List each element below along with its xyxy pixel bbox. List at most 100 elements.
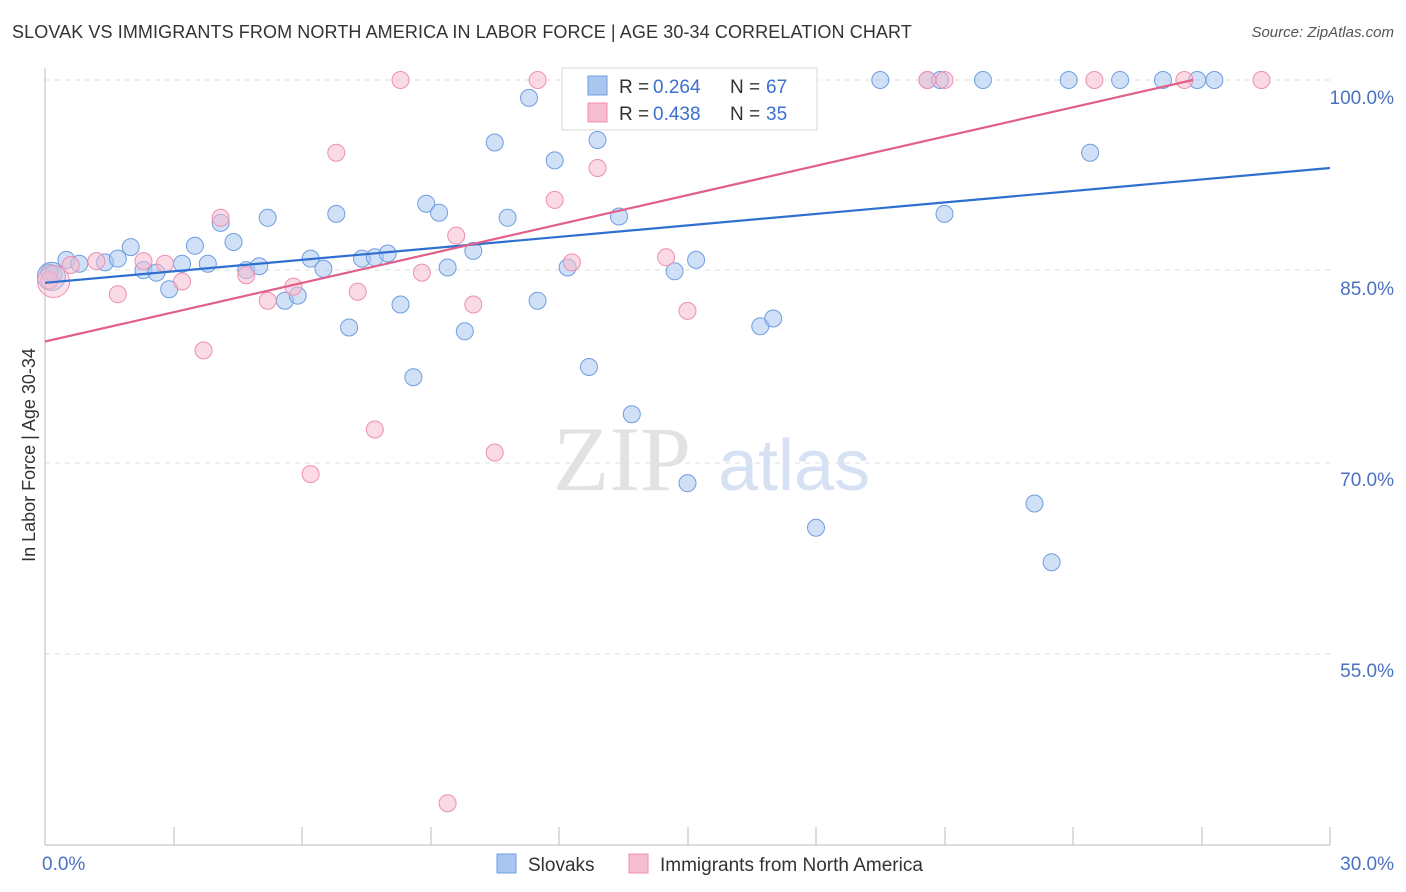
slovaks-point-28 [417,194,436,213]
slovaks-point-35 [520,88,538,107]
immigrants-point-16 [391,71,410,89]
bottom-legend-swatch-slovaks [496,853,517,874]
immigrants-point-31 [935,71,954,89]
slovaks-point-53 [871,71,890,89]
slovaks-point-21 [327,204,346,223]
slovaks-point-52 [807,518,825,537]
immigrants-point-3 [108,285,127,304]
slovaks-point-15 [250,257,269,276]
immigrants-point-24 [562,253,581,272]
immigrants-point-22 [528,71,547,89]
trend-line-slovaks [44,166,1331,284]
slovaks-point-32 [464,241,483,260]
immigrants-point-14 [348,282,367,301]
immigrants-point-5 [155,254,174,273]
slovaks-point-45 [665,262,684,281]
slovaks-point-31 [455,322,474,341]
immigrants-point-4 [134,252,153,271]
immigrants-point-18 [438,794,457,813]
legend-swatch-immigrants [587,102,608,123]
slovaks-point-20 [314,259,333,278]
slovaks-point-30 [438,258,457,277]
immigrants-point-6 [173,272,192,291]
slovaks-point-41 [588,131,607,149]
slovaks-point-4 [108,249,127,268]
immigrants-point-20 [464,295,483,314]
bottom-legend-swatch-immigrants [628,853,649,874]
slovaks-point-47 [687,250,706,269]
slovaks-point-62 [1111,71,1130,89]
immigrants-point-13 [327,143,346,162]
slovaks-point-51 [764,309,783,328]
slovaks-point-37 [545,151,564,170]
immigrants-point-7 [194,341,213,360]
slovaks-point-56 [935,204,954,223]
slovaks-point-46 [678,474,697,493]
stats-legend: R = 0.264 N = 67 R = 0.438 N = 35 [561,67,818,131]
immigrants-point-17 [412,263,431,282]
slovaks-point-29 [430,203,449,222]
slovaks-point-58 [1025,494,1044,513]
chart-title: SLOVAK VS IMMIGRANTS FROM NORTH AMERICA … [12,22,912,42]
slovaks-point-5 [121,238,140,257]
immigrants-point-19 [447,226,466,245]
slovaks-point-27 [404,368,423,387]
slovaks-point-60 [1059,71,1078,89]
immigrants-point-10 [258,291,277,310]
slovaks-point-33 [485,133,504,152]
x-axis-ticks [173,827,1331,845]
immigrants-point-27 [657,248,676,267]
slovaks-point-26 [391,295,410,314]
zipatlas-watermark: ZIP atlas [553,408,870,510]
immigrants-point-12 [301,465,320,484]
slovaks-point-16 [258,208,277,227]
watermark-zip: ZIP [553,408,691,510]
grid-lines [45,79,1330,655]
y-tick-label-55: 55.0% [1340,661,1394,682]
slovaks-point-63 [1154,71,1172,89]
slovaks-point-43 [622,405,641,424]
immigrants-point-2 [87,252,106,271]
legend-r-value-2: 0.438 [653,104,701,125]
legend-n-label-1: N = [730,77,760,98]
immigrants-point-23 [545,190,564,209]
trend-line-immigrants [44,78,1194,343]
immigrants-point-1 [61,256,80,274]
immigrants-point-21 [485,443,504,462]
y-tick-label-70: 70.0% [1340,470,1394,491]
slovaks-point-61 [1081,143,1100,162]
legend-n-value-1: 67 [766,77,787,98]
bottom-legend-label-slovaks: Slovaks [528,855,595,876]
bottom-legend: Slovaks Immigrants from North America [496,853,923,876]
y-tick-label-85: 85.0% [1340,279,1394,300]
immigrants-point-25 [588,159,607,177]
immigrants-point-9 [237,266,256,285]
immigrants-point-34 [1252,71,1271,89]
slovaks-point-40 [580,358,598,376]
legend-n-value-2: 35 [766,104,787,125]
immigrants-point-8 [211,208,230,227]
slovaks-point-10 [185,236,204,255]
y-axis-title: In Labor Force | Age 30-34 [19,348,39,562]
immigrants-point-32 [1085,71,1104,89]
immigrants-point-30 [918,71,937,89]
slovaks-point-22 [340,318,359,337]
x-tick-label-min: 0.0% [42,854,85,875]
y-tick-label-100: 100.0% [1330,88,1395,109]
immigrants-point-28 [678,301,697,320]
source-label: Source: ZipAtlas.com [1251,24,1394,41]
immigrants-point-15 [365,420,384,439]
slovaks-point-34 [498,208,517,227]
legend-n-label-2: N = [730,104,760,125]
x-tick-label-max: 30.0% [1340,854,1394,875]
slovaks-point-57 [974,71,992,89]
slovaks-point-65 [1205,71,1224,89]
trend-lines [44,78,1331,343]
legend-r-label-2: R = [619,104,649,125]
legend-r-value-1: 0.264 [653,77,701,98]
slovaks-point-13 [224,233,243,251]
legend-r-label-1: R = [619,77,649,98]
legend-swatch-slovaks [587,75,608,96]
y-tick-labels: 100.0% 85.0% 70.0% 55.0% [1330,88,1395,682]
